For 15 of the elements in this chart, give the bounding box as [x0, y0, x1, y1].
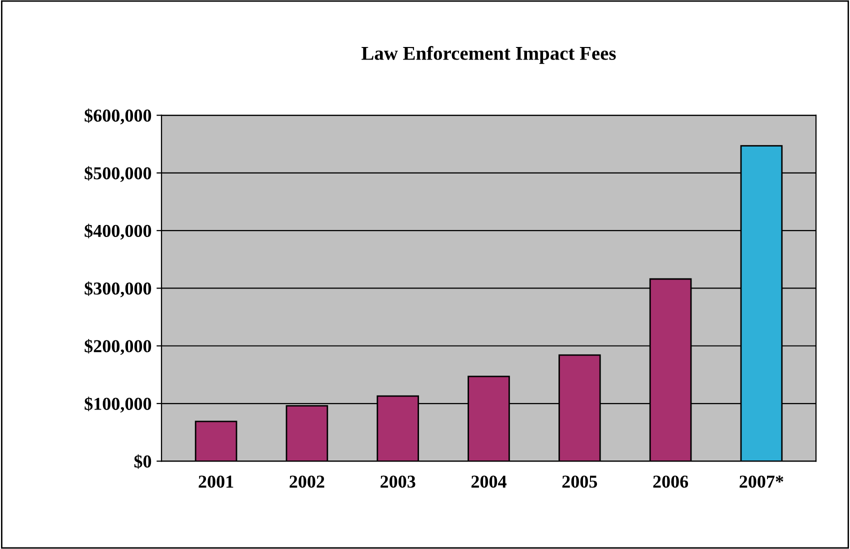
x-tick-label: 2002 — [290, 476, 324, 488]
y-tick-label: $0 — [134, 454, 152, 469]
x-tick-label: 2004 — [471, 476, 506, 488]
y-tick-label: $100,000 — [84, 396, 152, 413]
y-tick-label: $500,000 — [84, 166, 152, 182]
x-tick-label: 2005 — [562, 476, 598, 488]
y-tick-label: $400,000 — [84, 224, 152, 240]
chart-title: Law Enforcement Impact Fees — [362, 46, 616, 64]
y-tick-label: $200,000 — [84, 339, 152, 355]
y-tick-label: $300,000 — [84, 281, 152, 298]
x-tick-label: 2006 — [653, 476, 688, 488]
x-tick-label: 2003 — [380, 476, 416, 488]
x-tick-label: 2007* — [740, 476, 784, 488]
x-tick-label: 2001 — [198, 476, 234, 488]
y-tick-label: $600,000 — [84, 108, 152, 124]
